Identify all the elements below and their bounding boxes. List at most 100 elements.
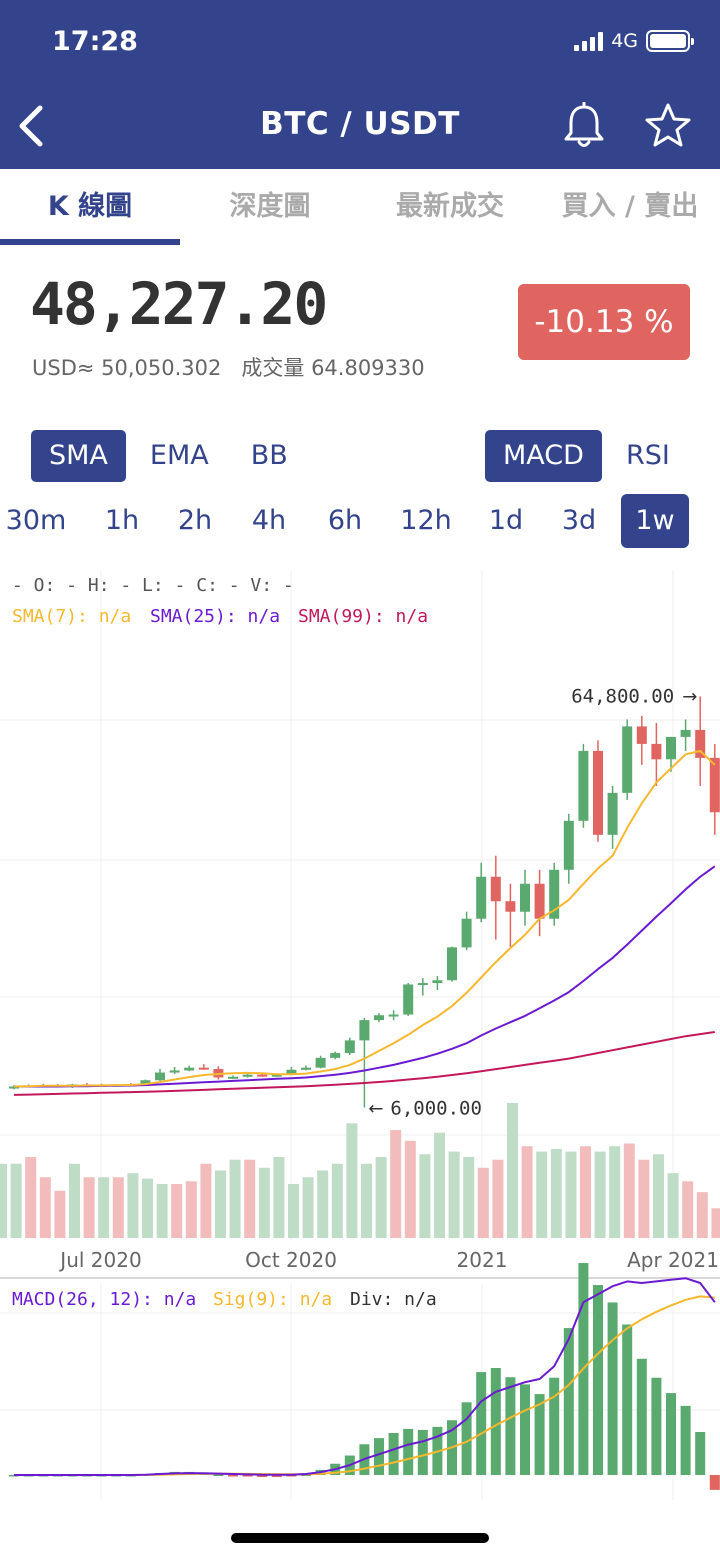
- volume-bar: [361, 1163, 372, 1238]
- macd-histogram-bar: [695, 1431, 706, 1475]
- timeframe-1h[interactable]: 1h: [104, 505, 140, 536]
- macd-histogram-bar: [709, 1475, 720, 1490]
- candle-body: [155, 1072, 165, 1081]
- volume-bar: [550, 1148, 562, 1238]
- candle-body: [534, 883, 545, 919]
- low-annotation: 6,000.00: [390, 1098, 482, 1120]
- candle-body: [432, 980, 443, 984]
- sma99-legend: SMA(99): n/a: [298, 606, 428, 627]
- candle-body: [388, 1014, 399, 1017]
- kline-chart[interactable]: - O: - H: - L: - C: - V: - SMA(7): n/a S…: [0, 565, 720, 1500]
- volume-bar: [69, 1163, 80, 1238]
- volume-bar: [317, 1170, 329, 1238]
- volume-bar: [580, 1146, 591, 1238]
- star-icon[interactable]: [644, 102, 692, 148]
- timeframe-6h[interactable]: 6h: [327, 505, 363, 536]
- high-arrow: →: [682, 686, 697, 707]
- high-annotation: 64,800.00: [571, 685, 674, 707]
- candle-body: [344, 1040, 355, 1053]
- page-title: BTC / USDT: [260, 106, 460, 142]
- candle-body: [271, 1074, 282, 1077]
- volume-bar: [98, 1177, 110, 1238]
- bell-icon[interactable]: [561, 102, 607, 150]
- candle-body: [403, 984, 414, 1015]
- volume-bar: [477, 1167, 489, 1238]
- volume-bar: [419, 1154, 431, 1238]
- low-arrow: ←: [368, 1099, 383, 1120]
- timeframe-3d[interactable]: 3d: [561, 505, 597, 536]
- macd-histogram-bar: [374, 1438, 384, 1475]
- macd-histogram-bar: [651, 1377, 662, 1475]
- sma7-line: [13, 749, 716, 1088]
- battery-icon: [646, 30, 694, 52]
- macd-legend: MACD(26, 12): n/a: [12, 1289, 196, 1310]
- macd-histogram-bar: [213, 1474, 224, 1476]
- volume-bar: [653, 1154, 664, 1238]
- macd-histogram-bar: [622, 1324, 633, 1475]
- tab-buy-sell[interactable]: 買入 / 賣出: [561, 191, 699, 222]
- volume-bar: [404, 1140, 416, 1238]
- candle-body: [184, 1067, 195, 1071]
- candle-body: [169, 1070, 180, 1073]
- volume-bar: [25, 1157, 37, 1238]
- status-time: 17:28: [52, 26, 138, 57]
- macd-histogram-bar: [228, 1475, 238, 1477]
- volume-bar: [667, 1173, 679, 1238]
- sma99-line: [13, 1031, 715, 1096]
- candle-body: [563, 820, 574, 870]
- volume-bars: [0, 1103, 720, 1238]
- candle-body: [709, 757, 720, 813]
- volume-bar: [142, 1178, 153, 1238]
- candle-body: [417, 983, 428, 986]
- rsi-toggle[interactable]: RSI: [625, 440, 670, 471]
- candle-body: [593, 750, 603, 835]
- sma7-legend: SMA(7): n/a: [12, 606, 131, 627]
- candle-body: [461, 918, 472, 948]
- ema-toggle[interactable]: EMA: [149, 440, 209, 471]
- volume-bar: [215, 1170, 226, 1238]
- macd-histogram-bar: [607, 1302, 618, 1475]
- volume-label: 成交量 64.809330: [241, 356, 425, 380]
- volume-bar: [623, 1143, 635, 1238]
- timeframe-12h[interactable]: 12h: [400, 505, 452, 536]
- volume-bar: [54, 1190, 66, 1238]
- candle-body: [651, 743, 662, 760]
- candle-body: [666, 736, 676, 760]
- volume-bar: [375, 1157, 387, 1238]
- candle-body: [549, 869, 560, 919]
- bb-toggle[interactable]: BB: [250, 440, 288, 471]
- tab-depth[interactable]: 深度圖: [229, 191, 311, 222]
- tab-trades[interactable]: 最新成交: [396, 191, 504, 222]
- macd-histogram-bar: [242, 1475, 253, 1477]
- timeframe-1d[interactable]: 1d: [488, 505, 524, 536]
- candle-body: [315, 1057, 326, 1068]
- macd-histogram-bar: [549, 1377, 560, 1475]
- macd-histogram-bar: [520, 1384, 530, 1475]
- volume-bar: [83, 1177, 95, 1238]
- timeframe-2h[interactable]: 2h: [177, 505, 213, 536]
- tab-kline[interactable]: K 線圖: [0, 169, 180, 245]
- macd-toggle[interactable]: MACD: [485, 430, 602, 482]
- main-tabs: K 線圖 深度圖 最新成交 買入 / 賣出: [0, 169, 720, 245]
- volume-bar: [258, 1167, 270, 1238]
- last-price: 48,227.20: [30, 270, 328, 338]
- candle-body: [198, 1067, 209, 1070]
- app-header: 17:28 4G BTC / USDT: [0, 0, 720, 169]
- volume-bar: [171, 1184, 183, 1238]
- timeframe-1w[interactable]: 1w: [621, 494, 689, 548]
- volume-bar: [39, 1177, 51, 1238]
- volume-bar: [331, 1163, 343, 1238]
- sma-toggle[interactable]: SMA: [31, 430, 126, 482]
- volume-bar: [594, 1151, 606, 1238]
- candle-body: [359, 1020, 370, 1041]
- candle-body: [301, 1067, 311, 1070]
- candle-body: [520, 883, 530, 912]
- candlesticks: [9, 696, 720, 1108]
- timeframe-30m[interactable]: 30m: [5, 505, 67, 536]
- macd-histogram-bar: [286, 1475, 297, 1477]
- candle-body: [330, 1052, 341, 1058]
- volume-bar: [696, 1192, 708, 1238]
- macd-histogram-bar: [593, 1285, 603, 1475]
- back-arrow-icon[interactable]: [14, 104, 54, 148]
- timeframe-4h[interactable]: 4h: [251, 505, 287, 536]
